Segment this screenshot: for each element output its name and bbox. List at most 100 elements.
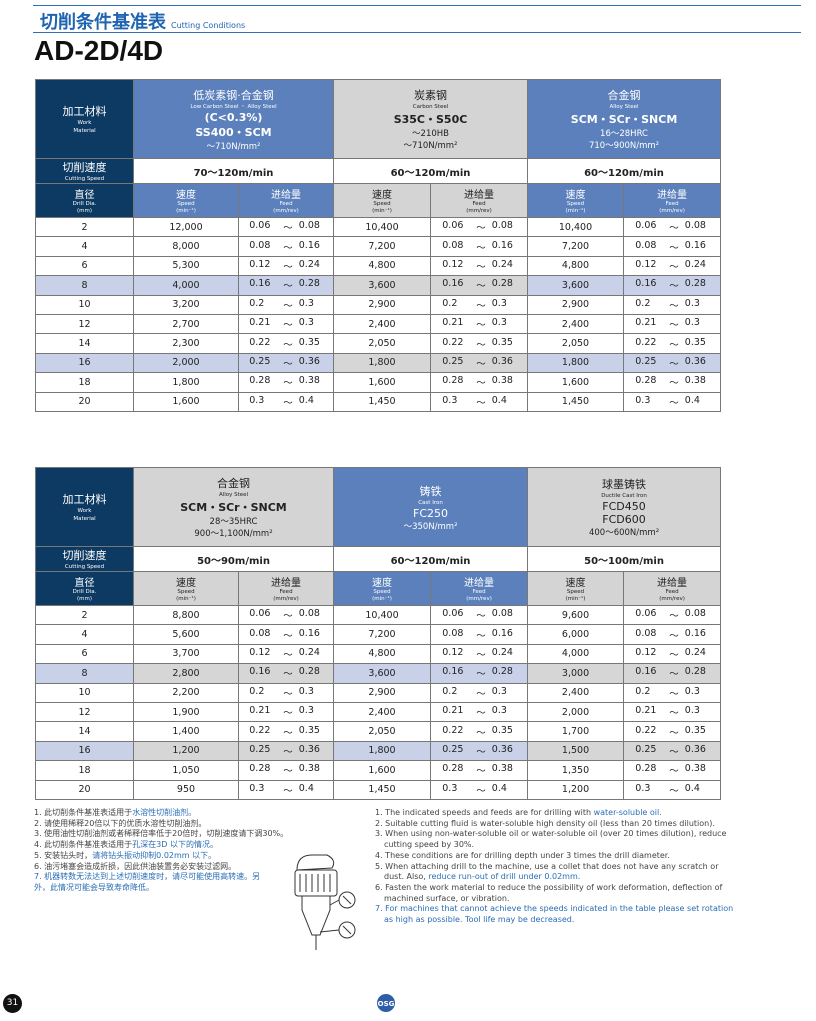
note-highlight: 孔深在3D 以下的情况。 — [132, 840, 218, 850]
speed-value: 2,400 — [333, 313, 431, 335]
table-row: 18 1,050 0.28 ～ 0.38 1,600 0.28 ～ 0.38 1,350 0.28 ～… — [35, 760, 722, 781]
label-cn: 速度 — [565, 578, 586, 589]
speed-value: 1,900 — [133, 701, 239, 723]
label-en: (min⁻¹) — [565, 596, 586, 602]
label-cn: 速度 — [565, 190, 586, 201]
feed-min: 0.22 — [635, 724, 657, 736]
feed-tilde: ～ — [669, 320, 679, 332]
feed-min: 0.25 — [249, 355, 271, 367]
feed-range: 0.3 ～ 0.4 — [442, 395, 516, 409]
feed-value: 0.08 ～ 0.16 — [623, 624, 722, 645]
header-rule — [33, 5, 801, 6]
feed-max: 0.38 — [298, 763, 320, 775]
feed-range: 0.06 ～ 0.08 — [249, 220, 323, 234]
cutting-speed-label: 切削速度 Cutting Speed — [35, 546, 134, 572]
speed-value: 2,050 — [333, 333, 431, 354]
label-en: Speed — [373, 589, 391, 595]
feed-max: 0.3 — [298, 297, 314, 309]
cutting-table-2: 加工材料 Work Material 合金钢 Alloy Steel SCM・SCr・SN… — [35, 467, 722, 800]
material-property: ～210HB — [412, 129, 449, 139]
feed-tilde: ～ — [476, 339, 486, 351]
table-row: 8 4,000 0.16 ～ 0.28 3,600 0.16 ～ 0.28 3,600 0.16 ～ 0… — [35, 275, 722, 296]
note-item: 3. When using non-water-soluble oil or w… — [375, 829, 735, 850]
section-title: 切削条件基准表 Cutting Conditions — [40, 8, 245, 34]
feed-tilde: ～ — [283, 339, 293, 351]
feed-max: 0.36 — [684, 355, 706, 367]
feed-min: 0.3 — [635, 782, 651, 794]
material-grade: S35C・S50C — [393, 113, 468, 126]
feed-range: 0.25 ～ 0.36 — [635, 744, 709, 758]
material-name-en: Low Carbon Steel ・ Alloy Steel — [190, 103, 277, 110]
material-grade: FC250 — [413, 506, 449, 520]
feed-value: 0.2 ～ 0.3 — [623, 294, 722, 315]
drill-diameter: 18 — [35, 372, 134, 393]
label-en: Speed — [566, 589, 585, 595]
feed-tilde: ～ — [476, 727, 486, 739]
speed-value: 1,350 — [527, 760, 625, 781]
speed-value: 2,400 — [527, 313, 625, 335]
feed-value: 0.3 ～ 0.4 — [430, 779, 529, 800]
feed-value: 0.22 ～ 0.35 — [430, 721, 529, 742]
feed-tilde: ～ — [669, 649, 679, 661]
feed-value: 0.3 ～ 0.4 — [238, 391, 334, 412]
feed-min: 0.08 — [249, 239, 271, 251]
feed-tilde: ～ — [283, 300, 293, 312]
label-en: Feed — [665, 589, 679, 595]
feed-min: 0.16 — [635, 666, 657, 678]
label-en: Work — [77, 508, 92, 514]
feed-value: 0.16 ～ 0.28 — [623, 275, 722, 296]
drill-diameter: 10 — [35, 682, 134, 703]
feed-value: 0.16 ～ 0.28 — [623, 663, 722, 684]
feed-min: 0.06 — [442, 608, 464, 620]
feed-max: 0.16 — [491, 239, 513, 251]
cutting-speed-value: 70～120m/min — [133, 158, 334, 184]
feed-value: 0.28 ～ 0.38 — [429, 372, 529, 393]
speed-value: 2,050 — [333, 721, 432, 742]
note-highlight: 水溶性切削油剂。 — [132, 808, 197, 817]
material-name-en: Carbon Steel — [412, 104, 449, 110]
feed-range: 0.16 ～ 0.28 — [442, 666, 516, 680]
feed-tilde: ～ — [669, 669, 679, 681]
speed-value: 1,600 — [333, 760, 432, 781]
speed-value: 1,700 — [527, 721, 625, 742]
feed-min: 0.08 — [442, 239, 464, 251]
feed-min: 0.16 — [442, 666, 464, 678]
feed-value: 0.12 ～ 0.24 — [623, 255, 722, 277]
note-text: 2. 请使用稀释20倍以下的优质水溶性切削油剂。 — [34, 818, 207, 828]
note-item: 2. Suitable cutting fluid is water-solub… — [375, 819, 735, 830]
label-en: Feed — [472, 201, 486, 207]
feed-value: 0.08 ～ 0.16 — [430, 624, 529, 645]
table-row: 16 1,200 0.25 ～ 0.36 1,800 0.25 ～ 0.36 1,500 0.25 ～… — [35, 740, 722, 762]
feed-max: 0.3 — [491, 685, 507, 697]
speed-value: 10,400 — [527, 216, 625, 238]
note-text: 6. 油污堵塞会造成折损，因此供油装置务必安装过滤网。 — [34, 861, 237, 871]
feed-min: 0.12 — [442, 646, 464, 658]
feed-max: 0.3 — [298, 685, 314, 697]
feed-value: 0.21 ～ 0.3 — [238, 313, 334, 335]
label-cn: 切削速度 — [62, 549, 107, 562]
section-title-en: Cutting Conditions — [171, 21, 246, 30]
feed-min: 0.12 — [249, 258, 271, 270]
feed-range: 0.06 ～ 0.08 — [249, 608, 323, 622]
speed-value: 1,800 — [527, 352, 625, 374]
feed-range: 0.08 ～ 0.16 — [635, 240, 709, 254]
feed-value: 0.12 ～ 0.24 — [238, 255, 334, 277]
feed-max: 0.28 — [684, 666, 706, 678]
feed-tilde: ～ — [669, 688, 679, 700]
note-highlight: 请将钻头振动抑制0.02mm 以下。 — [92, 850, 217, 860]
table-row: 20 950 0.3 ～ 0.4 1,450 0.3 ～ 0.4 1,200 0.3 ～ 0.4 — [35, 779, 722, 800]
drill-diameter: 16 — [35, 740, 134, 762]
page-title: AD-2D/4D — [34, 35, 164, 66]
feed-max: 0.24 — [684, 646, 706, 658]
feed-min: 0.06 — [249, 220, 271, 232]
material-name-cn: 铸铁 — [419, 484, 442, 498]
feed-tilde: ～ — [283, 281, 293, 293]
feed-range: 0.25 ～ 0.36 — [249, 744, 323, 758]
feed-value: 0.28 ～ 0.38 — [237, 760, 335, 781]
feed-header: 进给量 Feed (mm/rev) — [623, 183, 722, 218]
feed-max: 0.38 — [491, 763, 513, 775]
table-row: 20 1,600 0.3 ～ 0.4 1,450 0.3 ～ 0.4 1,450 0.3 ～ 0.4 — [35, 391, 722, 412]
feed-max: 0.3 — [684, 297, 700, 309]
label-en: (mm/rev) — [659, 208, 685, 214]
label-cn: 进给量 — [464, 578, 495, 589]
